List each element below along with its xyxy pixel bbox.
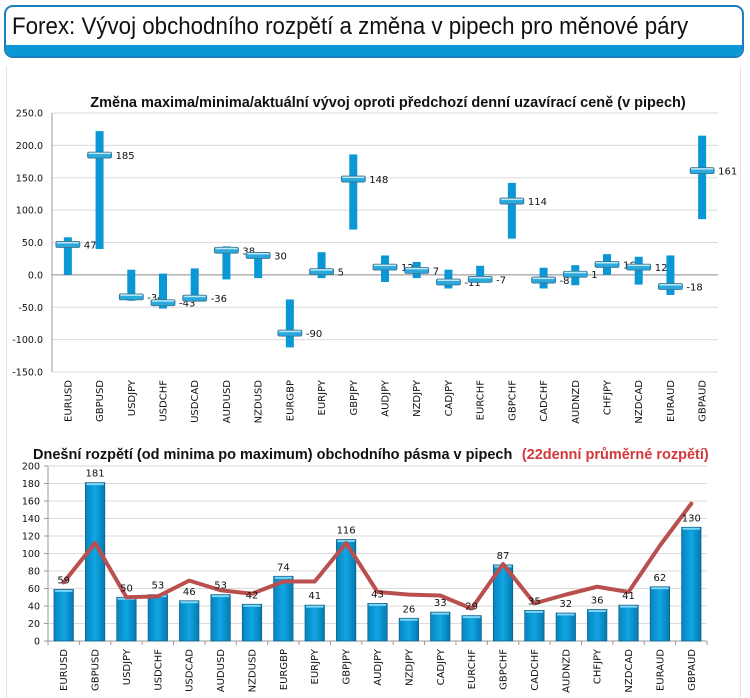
range-bar (698, 135, 707, 220)
current-marker-highlight (659, 284, 682, 286)
data-label: -36 (211, 294, 227, 305)
y-tick-label: -50.0 (18, 303, 43, 314)
x-category-label: GBPAUD (698, 380, 709, 422)
data-label: -34 (147, 293, 163, 304)
data-label: -43 (179, 299, 195, 310)
x-category-label: NZDJPY (412, 379, 423, 417)
x-category-label: CADJPY (444, 379, 455, 416)
y-tick-label: 0.0 (28, 270, 43, 281)
data-label: 30 (274, 251, 287, 262)
current-marker-highlight (120, 294, 143, 296)
current-marker-highlight (88, 152, 111, 155)
range-bar (222, 246, 231, 280)
x-category-label: AUDNZD (571, 380, 582, 424)
current-marker-highlight (152, 300, 174, 302)
range-bar (254, 252, 263, 279)
data-label: -90 (306, 329, 322, 340)
current-marker-highlight (596, 262, 618, 264)
x-category-label: EURAUD (666, 380, 677, 422)
data-label: 7 (433, 266, 439, 277)
current-marker-highlight (691, 168, 714, 170)
x-category-label: NZDUSD (254, 380, 265, 424)
current-marker-highlight (437, 279, 460, 281)
current-marker-highlight (247, 252, 270, 255)
x-category-label: USDCAD (190, 380, 201, 423)
x-category-label: NZDCAD (634, 380, 645, 424)
current-marker-highlight (310, 269, 333, 271)
current-marker-highlight (532, 277, 555, 280)
current-marker-highlight (405, 267, 428, 270)
y-tick-label: 250.0 (16, 109, 43, 120)
current-marker-highlight (215, 247, 238, 250)
x-category-label: GBPUSD (95, 380, 106, 422)
current-marker-highlight (500, 198, 523, 201)
range-bar (634, 256, 643, 285)
current-marker-highlight (342, 176, 365, 179)
y-tick-label: -150.0 (12, 368, 43, 379)
data-label: 47 (84, 240, 97, 251)
range-bar (666, 255, 675, 295)
data-label: 5 (338, 268, 344, 279)
data-label: 12 (655, 263, 668, 274)
data-label: 1 (591, 270, 597, 281)
current-marker-highlight (374, 264, 396, 267)
x-category-label: AUDUSD (222, 380, 233, 424)
current-marker-highlight (627, 264, 650, 267)
x-category-label: USDJPY (127, 379, 138, 416)
y-tick-label: -100.0 (12, 335, 43, 346)
x-category-label: EURGBP (285, 380, 296, 421)
current-marker-highlight (56, 241, 79, 244)
y-tick-label: 200.0 (16, 141, 43, 152)
range-bar (95, 131, 104, 249)
current-marker-highlight (183, 295, 206, 298)
x-category-label: GBPCHF (507, 380, 518, 421)
current-marker-highlight (564, 271, 587, 274)
header-accent-stripe (6, 45, 742, 56)
x-category-label: EURUSD (63, 380, 74, 422)
range-bar (317, 252, 326, 279)
range-bar (127, 269, 136, 301)
page-header: Forex: Vývoj obchodního rozpětí a změna … (4, 5, 744, 58)
range-bar (507, 182, 516, 239)
data-label: 148 (369, 175, 388, 186)
data-label: 185 (116, 151, 135, 162)
range-bar (476, 265, 485, 283)
x-category-label: AUDJPY (381, 379, 392, 417)
chart1-title: Změna maxima/minima/aktuální vývoj oprot… (90, 95, 686, 111)
y-tick-label: 100.0 (16, 206, 43, 217)
range-bar (349, 154, 358, 230)
data-label: -11 (464, 278, 480, 289)
range-bar (159, 273, 167, 309)
x-category-label: USDCHF (159, 380, 170, 422)
data-label: -18 (686, 283, 702, 294)
range-chart: Změna maxima/minima/aktuální vývoj oprot… (12, 95, 737, 424)
x-category-label: CADCHF (539, 380, 550, 422)
x-category-label: GBPJPY (349, 379, 360, 415)
data-label: -8 (560, 276, 570, 287)
data-label: 161 (718, 167, 737, 178)
y-tick-label: 50.0 (22, 238, 43, 249)
x-category-label: EURJPY (317, 379, 328, 415)
data-label: 114 (528, 197, 547, 208)
page-title: Forex: Vývoj obchodního rozpětí a změna … (12, 13, 689, 40)
data-label: -7 (496, 275, 506, 286)
y-tick-label: 150.0 (16, 173, 43, 184)
range-bar (63, 237, 72, 275)
current-marker-highlight (469, 276, 492, 279)
x-category-label: CHFJPY (603, 379, 614, 415)
current-marker-highlight (278, 330, 301, 333)
range-bar (190, 268, 199, 301)
x-category-label: EURCHF (476, 380, 487, 421)
range-bar (285, 299, 294, 348)
data-label: 38 (242, 246, 255, 257)
